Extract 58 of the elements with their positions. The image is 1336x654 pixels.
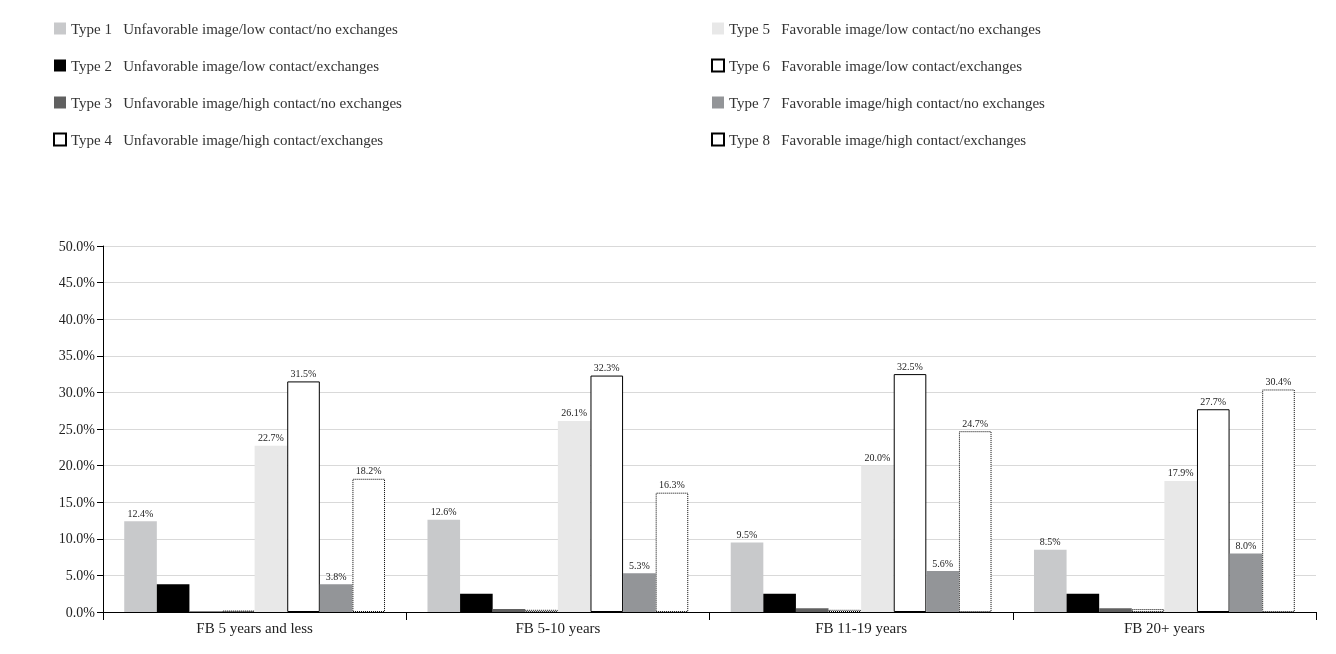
bar <box>795 608 829 612</box>
data-label: 30.4% <box>1265 375 1292 387</box>
y-tick-label: 10.0% <box>58 531 96 547</box>
bar <box>254 445 288 612</box>
data-label: 8.5% <box>1039 536 1061 548</box>
bar <box>1099 608 1132 612</box>
bar <box>730 542 764 612</box>
legend-label: Type 1 Unfavorable image/low contact/no exchanges <box>71 20 398 37</box>
y-tick-label: 0.0% <box>65 604 96 620</box>
y-tick-label: 15.0% <box>58 494 96 510</box>
data-label: 5.6% <box>932 557 954 569</box>
y-tick-label: 45.0% <box>58 275 96 291</box>
data-label: 8.0% <box>1235 539 1257 551</box>
bar <box>557 420 591 612</box>
data-label: 20.0% <box>864 452 891 464</box>
bar <box>427 519 461 612</box>
x-tick-label: FB 5 years and less <box>196 619 314 636</box>
bar <box>1229 553 1263 612</box>
data-label: 26.1% <box>561 407 588 419</box>
data-label: 17.9% <box>1167 467 1194 479</box>
bar <box>623 573 656 612</box>
data-label: 16.3% <box>659 479 685 491</box>
y-tick-label: 50.0% <box>58 238 96 254</box>
data-label: 3.8% <box>325 570 347 582</box>
bar <box>1164 480 1197 612</box>
bar <box>492 609 526 612</box>
data-label: 31.5% <box>290 367 317 379</box>
bar <box>926 571 959 612</box>
legend-label: Type 6 Favorable image/low contact/exchanges <box>729 57 1023 74</box>
bar <box>1033 549 1067 612</box>
legend-label: Type 2 Unfavorable image/low contact/exchanges <box>71 57 380 74</box>
data-label: 9.5% <box>736 528 758 540</box>
data-label: 12.6% <box>430 506 457 518</box>
data-label: 22.7% <box>258 432 284 444</box>
y-tick-label: 40.0% <box>58 311 96 327</box>
data-label: 12.4% <box>127 507 154 519</box>
legend-label: Type 5 Favorable image/low contact/no exchanges <box>729 20 1041 37</box>
data-label: 18.2% <box>355 465 382 477</box>
data-label: 32.3% <box>593 362 620 374</box>
y-tick-label: 25.0% <box>58 421 96 437</box>
x-tick-label: FB 20+ years <box>1123 619 1206 636</box>
legend-label: Type 3 Unfavorable image/high contact/no exchanges <box>71 94 403 111</box>
bar <box>124 521 157 612</box>
legend-label: Type 7 Favorable image/high contact/no exchanges <box>729 94 1046 111</box>
y-tick-label: 20.0% <box>58 458 96 474</box>
x-tick-label: FB 11-19 years <box>815 619 908 636</box>
bar <box>861 465 894 612</box>
legend-label: Type 8 Favorable image/high contact/exchanges <box>729 131 1027 148</box>
y-tick-label: 5.0% <box>65 567 96 583</box>
data-label: 24.7% <box>962 417 989 429</box>
y-tick-label: 35.0% <box>58 348 96 364</box>
data-label: 27.7% <box>1200 395 1227 407</box>
bar <box>319 584 353 612</box>
data-label: 5.3% <box>628 559 650 571</box>
data-label: 32.5% <box>897 360 923 372</box>
y-tick-label: 30.0% <box>58 384 96 400</box>
legend-label: Type 4 Unfavorable image/high contact/exchanges <box>71 131 384 148</box>
x-tick-label: FB 5-10 years <box>515 619 601 636</box>
